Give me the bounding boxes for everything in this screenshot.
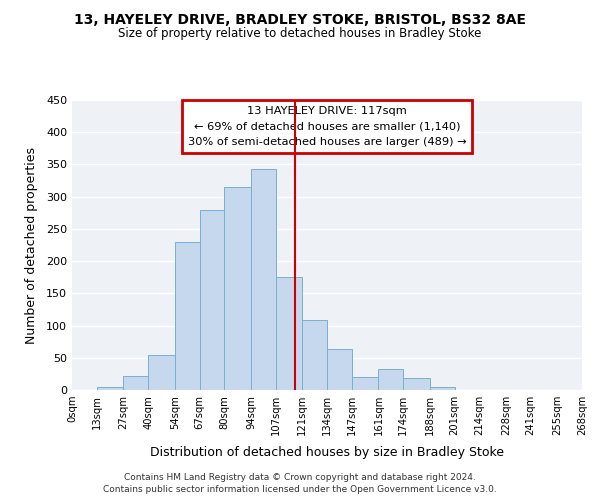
X-axis label: Distribution of detached houses by size in Bradley Stoke: Distribution of detached houses by size … (150, 446, 504, 460)
Text: 13 HAYELEY DRIVE: 117sqm
← 69% of detached houses are smaller (1,140)
30% of sem: 13 HAYELEY DRIVE: 117sqm ← 69% of detach… (188, 106, 466, 147)
Bar (224, 187, 251, 390)
Bar (275, 277, 302, 390)
Text: Contains public sector information licensed under the Open Government Licence v3: Contains public sector information licen… (103, 485, 497, 494)
Y-axis label: Number of detached properties: Number of detached properties (25, 146, 38, 344)
Text: 13, HAYELEY DRIVE, BRADLEY STOKE, BRISTOL, BS32 8AE: 13, HAYELEY DRIVE, BRADLEY STOKE, BRISTO… (74, 12, 526, 26)
Bar (403, 378, 430, 390)
Bar (379, 368, 403, 390)
Bar (352, 377, 379, 390)
Bar (199, 210, 224, 390)
Text: Contains HM Land Registry data © Crown copyright and database right 2024.: Contains HM Land Registry data © Crown c… (124, 472, 476, 482)
Bar (251, 169, 275, 390)
Bar (124, 376, 148, 390)
Bar (148, 354, 175, 390)
Bar (302, 320, 327, 390)
Bar (175, 242, 199, 390)
Bar (327, 350, 352, 390)
Text: Size of property relative to detached houses in Bradley Stoke: Size of property relative to detached ho… (118, 28, 482, 40)
Bar (97, 387, 124, 390)
Bar (430, 387, 455, 390)
